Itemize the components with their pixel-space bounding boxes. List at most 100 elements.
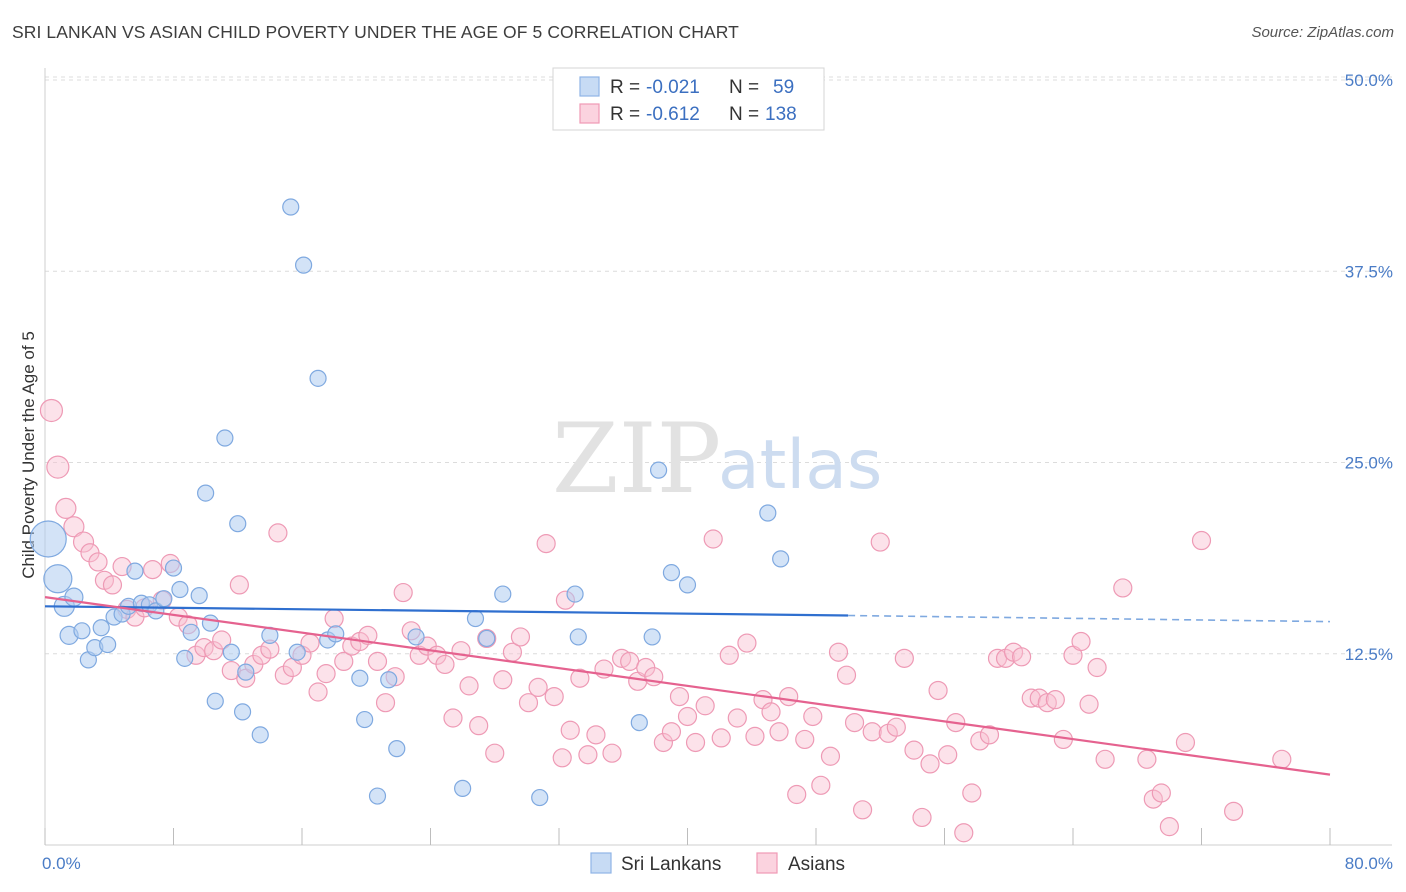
point-asians-50 bbox=[451, 641, 471, 661]
point-asians-8 bbox=[102, 575, 123, 595]
point-asians-125 bbox=[1079, 694, 1099, 714]
watermark-zip: ZIP bbox=[552, 403, 721, 515]
trend-lines bbox=[44, 596, 1331, 776]
point-sri-lankans-42 bbox=[380, 671, 398, 689]
bottom-legend-swatch-asians bbox=[756, 852, 778, 874]
y-tick-label-1: 25.0% bbox=[1345, 454, 1393, 473]
legend-r-label-2: R = bbox=[610, 104, 640, 125]
y-tick-label-0: 12.5% bbox=[1345, 645, 1393, 664]
point-asians-90 bbox=[787, 784, 807, 805]
point-sri-lankans-35 bbox=[295, 256, 313, 274]
x-tick-label-min: 0.0% bbox=[42, 854, 81, 873]
point-sri-lankans-22 bbox=[190, 587, 208, 605]
point-sri-lankans-29 bbox=[237, 663, 255, 681]
point-sri-lankans-51 bbox=[569, 628, 587, 646]
point-asians-54 bbox=[485, 743, 505, 763]
point-asians-34 bbox=[316, 664, 336, 684]
point-sri-lankans-24 bbox=[201, 614, 220, 632]
point-sri-lankans-28 bbox=[229, 515, 247, 533]
point-asians-29 bbox=[274, 665, 294, 685]
point-asians-91 bbox=[795, 729, 815, 750]
legend-r-value-2: -0.612 bbox=[646, 104, 700, 125]
legend-r-label-1: R = bbox=[610, 77, 640, 98]
point-sri-lankans-1 bbox=[43, 564, 73, 594]
point-asians-21 bbox=[212, 630, 232, 650]
point-asians-65 bbox=[578, 745, 598, 765]
y-tick-labels: 12.5% 25.0% 37.5% 50.0% bbox=[1345, 71, 1393, 664]
point-asians-127 bbox=[1095, 749, 1115, 769]
point-asians-62 bbox=[552, 748, 572, 768]
point-asians-1 bbox=[46, 455, 70, 479]
point-asians-63 bbox=[560, 720, 580, 740]
point-sri-lankans-41 bbox=[368, 787, 387, 805]
point-sri-lankans-33 bbox=[282, 198, 300, 216]
point-sri-lankans-57 bbox=[772, 550, 790, 568]
point-asians-121 bbox=[1045, 690, 1065, 710]
point-asians-135 bbox=[1224, 801, 1244, 821]
y-axis-label: Child Poverty Under the Age of 5 bbox=[19, 331, 38, 579]
trend-line-sri-lankans bbox=[44, 605, 849, 617]
point-asians-106 bbox=[920, 754, 940, 774]
point-asians-131 bbox=[1151, 783, 1171, 803]
point-sri-lankans-53 bbox=[649, 461, 668, 479]
point-asians-126 bbox=[1087, 657, 1107, 678]
legend-swatch-sri-lankans bbox=[579, 76, 600, 97]
point-sri-lankans-21 bbox=[182, 623, 200, 641]
point-sri-lankans-5 bbox=[73, 622, 91, 640]
watermark-atlas: atlas bbox=[718, 426, 882, 505]
point-asians-0 bbox=[39, 398, 64, 423]
point-asians-61 bbox=[544, 686, 564, 707]
legend: R = -0.021 N = 59 R = -0.612 N = 138 bbox=[552, 67, 825, 131]
point-asians-102 bbox=[886, 717, 906, 737]
point-asians-35 bbox=[324, 608, 344, 629]
point-sri-lankans-17 bbox=[155, 590, 173, 608]
y-tick-label-2: 37.5% bbox=[1345, 262, 1393, 281]
point-sri-lankans-13 bbox=[126, 562, 144, 580]
point-asians-60 bbox=[536, 533, 556, 554]
point-asians-81 bbox=[711, 728, 731, 748]
point-asians-28 bbox=[268, 523, 288, 543]
point-sri-lankans-20 bbox=[176, 649, 194, 667]
point-asians-111 bbox=[962, 783, 982, 803]
point-asians-74 bbox=[653, 732, 674, 753]
point-sri-lankans-55 bbox=[678, 576, 697, 594]
point-asians-98 bbox=[852, 800, 873, 820]
point-asians-93 bbox=[811, 775, 831, 795]
point-asians-84 bbox=[737, 633, 757, 653]
legend-r-value-1: -0.021 bbox=[646, 77, 700, 98]
bottom-legend-label-asians: Asians bbox=[788, 854, 845, 875]
point-asians-112 bbox=[970, 731, 990, 751]
point-asians-95 bbox=[828, 642, 849, 662]
point-asians-41 bbox=[375, 693, 396, 713]
point-asians-39 bbox=[358, 625, 378, 645]
point-sri-lankans-27 bbox=[222, 643, 240, 661]
point-asians-49 bbox=[443, 708, 463, 728]
point-sri-lankans-3 bbox=[64, 587, 84, 607]
point-sri-lankans-19 bbox=[171, 580, 189, 599]
trend-line-sri-lankans-extension bbox=[848, 614, 1331, 623]
point-asians-82 bbox=[719, 645, 739, 665]
legend-n-value-2: 138 bbox=[765, 104, 797, 125]
point-sri-lankans-44 bbox=[407, 628, 425, 646]
point-asians-77 bbox=[677, 706, 698, 727]
point-asians-128 bbox=[1113, 578, 1133, 598]
point-asians-33 bbox=[308, 682, 328, 702]
series-sri-lankans bbox=[29, 198, 790, 807]
point-sri-lankans-26 bbox=[216, 429, 234, 447]
point-asians-70 bbox=[620, 651, 640, 672]
point-sri-lankans-48 bbox=[494, 585, 512, 603]
point-sri-lankans-45 bbox=[454, 779, 472, 797]
x-tick-label-max: 80.0% bbox=[1345, 854, 1393, 873]
point-asians-129 bbox=[1137, 749, 1157, 769]
point-asians-64 bbox=[570, 668, 590, 688]
point-asians-23 bbox=[229, 575, 249, 595]
point-sri-lankans-52 bbox=[630, 713, 648, 732]
point-asians-104 bbox=[904, 740, 924, 760]
point-asians-133 bbox=[1175, 732, 1196, 753]
point-asians-79 bbox=[695, 696, 715, 716]
bottom-legend-label-sri-lankans: Sri Lankans bbox=[621, 854, 721, 875]
point-asians-99 bbox=[862, 722, 882, 742]
legend-swatch-asians bbox=[579, 103, 600, 124]
point-asians-85 bbox=[745, 726, 765, 746]
point-asians-134 bbox=[1191, 530, 1212, 551]
